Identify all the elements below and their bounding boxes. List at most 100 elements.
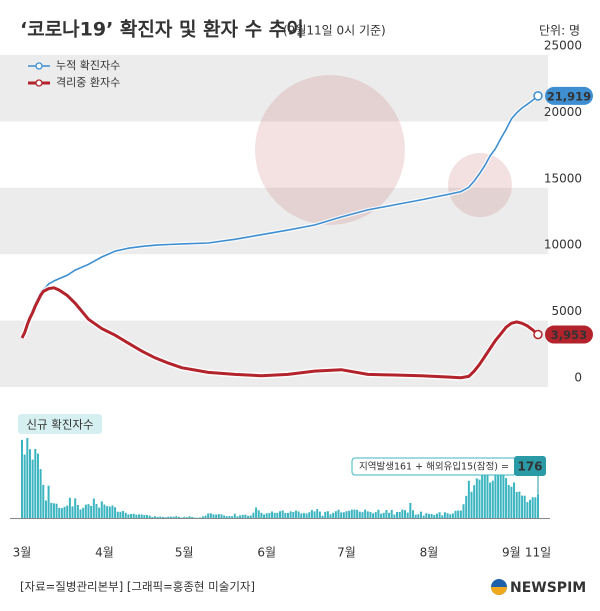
bar xyxy=(169,516,172,518)
bar xyxy=(116,511,119,518)
bar xyxy=(377,509,380,518)
bar xyxy=(467,480,470,518)
bar xyxy=(220,514,223,518)
bar xyxy=(23,454,26,518)
bar xyxy=(433,514,436,518)
bar xyxy=(417,514,420,518)
bar xyxy=(358,511,361,518)
bar xyxy=(31,459,34,518)
bar xyxy=(534,497,537,518)
panel-title-box xyxy=(18,414,102,434)
bar xyxy=(26,438,29,518)
bar xyxy=(321,515,324,518)
bar xyxy=(316,509,319,518)
bar xyxy=(273,512,276,518)
legend-swatch xyxy=(35,62,43,70)
bar xyxy=(191,516,194,518)
bar xyxy=(271,511,274,518)
bar xyxy=(66,505,69,518)
bar xyxy=(529,499,532,518)
x-tick-label: 9월 xyxy=(502,546,521,560)
bar xyxy=(300,513,303,518)
bar xyxy=(286,512,289,518)
bar xyxy=(71,506,74,518)
bar xyxy=(326,511,329,518)
bar xyxy=(98,507,101,518)
bar xyxy=(348,510,351,518)
bar xyxy=(465,495,468,518)
bar xyxy=(151,516,154,518)
bar xyxy=(459,510,462,518)
chart-title: ‘코로나19’ 확진자 및 환자 수 추이 xyxy=(20,18,304,41)
bar xyxy=(294,510,297,518)
bar xyxy=(380,513,383,518)
y-tick-label: 0 xyxy=(574,371,582,385)
bar xyxy=(507,484,510,518)
bar xyxy=(305,513,308,518)
bar xyxy=(489,482,492,518)
bar xyxy=(515,492,518,518)
bar xyxy=(255,507,258,518)
bar xyxy=(462,504,465,518)
bar xyxy=(106,506,109,518)
bar xyxy=(276,512,279,518)
bar xyxy=(414,514,417,518)
bar xyxy=(481,474,484,518)
bar xyxy=(225,516,228,518)
bar xyxy=(284,512,287,518)
bar xyxy=(257,510,260,518)
bar xyxy=(63,506,66,518)
bar xyxy=(279,511,281,518)
bar xyxy=(177,516,180,518)
bar xyxy=(443,512,446,518)
bar xyxy=(74,498,77,518)
bar xyxy=(236,516,239,518)
bar xyxy=(204,515,207,518)
value-label: 176 xyxy=(517,460,542,474)
bar xyxy=(350,509,353,518)
bar xyxy=(55,503,58,518)
y-tick-label: 20000 xyxy=(544,105,582,119)
grid-band xyxy=(0,55,548,122)
bar xyxy=(148,515,151,518)
bar xyxy=(302,513,305,518)
bar xyxy=(449,514,452,518)
bar xyxy=(50,502,53,518)
bar xyxy=(427,513,430,518)
bar xyxy=(521,495,524,518)
bar xyxy=(441,515,444,518)
bar xyxy=(324,511,327,518)
bar xyxy=(82,507,85,518)
bar xyxy=(483,473,486,518)
unit-label: 단위: 명 xyxy=(539,24,580,38)
bar xyxy=(470,491,473,518)
bar xyxy=(422,515,425,518)
bar xyxy=(494,475,497,518)
bar xyxy=(393,514,396,518)
source: [자료=질병관리본부] [그래픽=홍종현 미술기자] xyxy=(20,580,255,594)
bar xyxy=(457,510,460,518)
bar xyxy=(119,511,122,518)
bar xyxy=(188,516,191,518)
bar xyxy=(153,516,156,518)
end-marker xyxy=(533,91,543,101)
legend-swatch xyxy=(35,79,43,87)
bar xyxy=(438,512,441,518)
bar xyxy=(451,513,454,518)
bar xyxy=(329,514,332,518)
bar xyxy=(406,512,409,518)
bar xyxy=(132,513,135,518)
bar xyxy=(260,512,263,518)
legend-label: 누적 확진자수 xyxy=(56,59,120,72)
bar xyxy=(52,503,55,518)
bar xyxy=(308,512,311,518)
bar xyxy=(425,513,428,518)
bar xyxy=(292,512,295,518)
bar xyxy=(334,511,337,518)
value-label: 3,953 xyxy=(551,328,587,342)
bar xyxy=(252,512,255,518)
bar xyxy=(366,511,369,518)
bar xyxy=(180,517,183,518)
bar xyxy=(369,512,372,518)
